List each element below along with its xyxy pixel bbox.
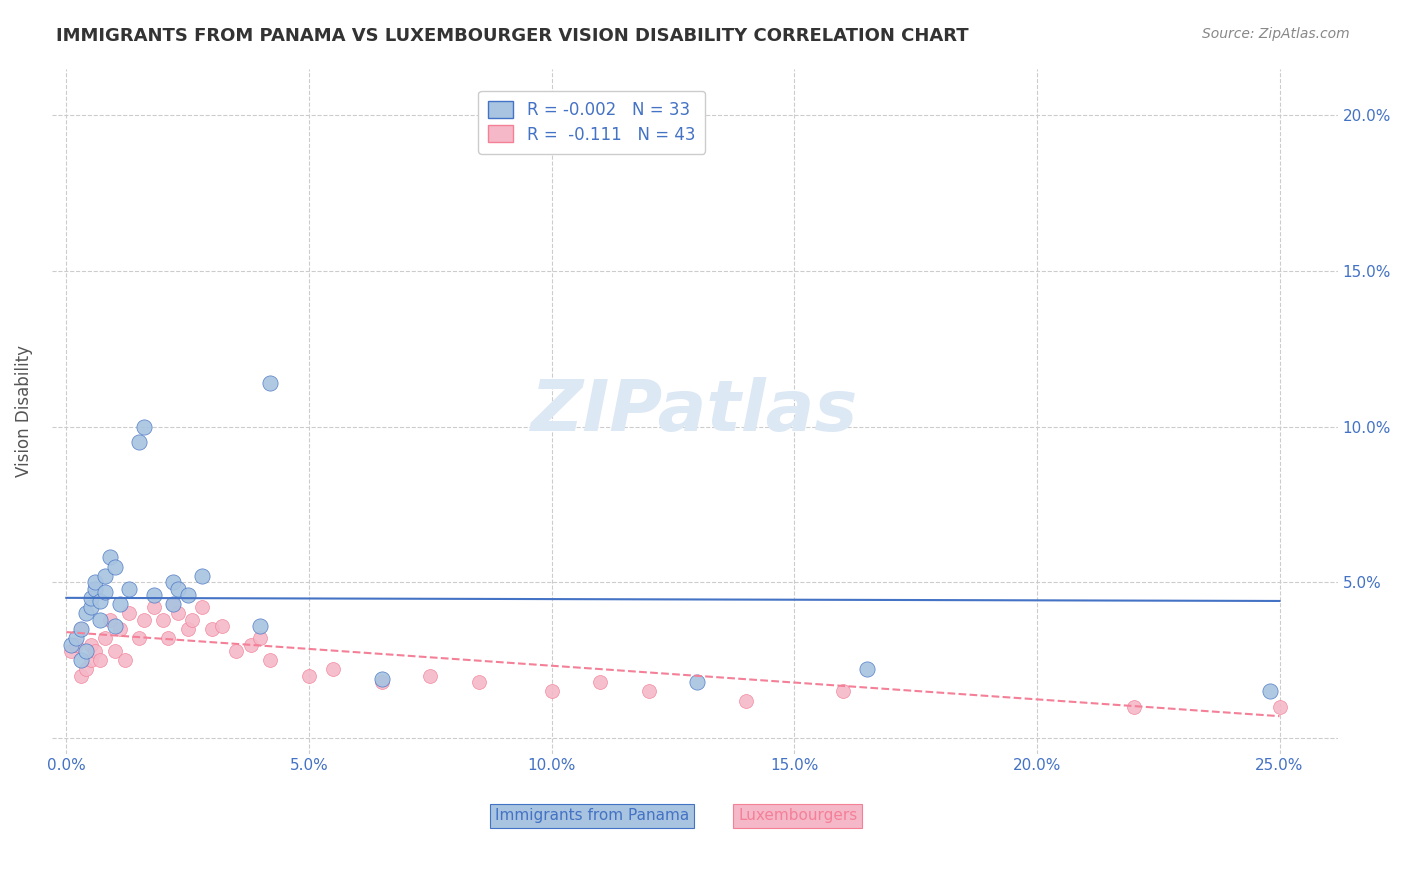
Point — [98, 613, 121, 627]
Point — [211, 619, 233, 633]
Point — [1123, 699, 1146, 714]
Point — [94, 569, 117, 583]
Text: Immigrants from Panama: Immigrants from Panama — [495, 808, 689, 823]
Point — [249, 632, 271, 646]
Point — [1258, 684, 1281, 698]
Point — [734, 693, 756, 707]
Point — [60, 638, 83, 652]
Point — [831, 684, 853, 698]
Point — [89, 653, 111, 667]
Point — [94, 632, 117, 646]
Point — [118, 582, 141, 596]
Point — [84, 644, 107, 658]
Point — [98, 550, 121, 565]
Point — [65, 638, 87, 652]
Point — [181, 613, 204, 627]
Point — [225, 644, 247, 658]
Point — [239, 638, 262, 652]
Point — [132, 419, 155, 434]
Point — [419, 669, 441, 683]
Point — [162, 597, 184, 611]
Point — [322, 663, 344, 677]
Point — [104, 619, 127, 633]
Y-axis label: Vision Disability: Vision Disability — [15, 345, 32, 477]
Legend: R = -0.002   N = 33, R =  -0.111   N = 43: R = -0.002 N = 33, R = -0.111 N = 43 — [478, 91, 706, 153]
Point — [167, 582, 190, 596]
Point — [128, 435, 150, 450]
Point — [162, 597, 184, 611]
Text: IMMIGRANTS FROM PANAMA VS LUXEMBOURGER VISION DISABILITY CORRELATION CHART: IMMIGRANTS FROM PANAMA VS LUXEMBOURGER V… — [56, 27, 969, 45]
Point — [589, 674, 612, 689]
Point — [686, 674, 709, 689]
Point — [468, 674, 491, 689]
Point — [108, 622, 131, 636]
Point — [1268, 699, 1291, 714]
Point — [75, 663, 97, 677]
Point — [132, 613, 155, 627]
Point — [201, 622, 224, 636]
Point — [89, 594, 111, 608]
Point — [371, 674, 394, 689]
Point — [84, 582, 107, 596]
Point — [118, 607, 141, 621]
Point — [70, 622, 93, 636]
Point — [191, 600, 214, 615]
Point — [157, 632, 180, 646]
Point — [79, 653, 101, 667]
Point — [104, 644, 127, 658]
Point — [191, 569, 214, 583]
Point — [65, 632, 87, 646]
Text: ZIPatlas: ZIPatlas — [531, 376, 859, 445]
Point — [104, 559, 127, 574]
Point — [856, 663, 879, 677]
Text: Luxembourgers: Luxembourgers — [738, 808, 858, 823]
Point — [167, 607, 190, 621]
Point — [84, 575, 107, 590]
Point — [298, 669, 321, 683]
Point — [114, 653, 136, 667]
Point — [540, 684, 562, 698]
Point — [70, 653, 93, 667]
Point — [70, 622, 93, 636]
Point — [128, 632, 150, 646]
Point — [94, 584, 117, 599]
Point — [79, 600, 101, 615]
Point — [79, 591, 101, 605]
Point — [152, 613, 174, 627]
Text: Source: ZipAtlas.com: Source: ZipAtlas.com — [1202, 27, 1350, 41]
Point — [176, 622, 198, 636]
Point — [89, 613, 111, 627]
Point — [142, 588, 165, 602]
Point — [259, 376, 281, 390]
Point — [176, 588, 198, 602]
Point — [60, 644, 83, 658]
Point — [108, 597, 131, 611]
Point — [75, 644, 97, 658]
Point — [249, 619, 271, 633]
Point — [259, 653, 281, 667]
Point — [70, 669, 93, 683]
Point — [371, 672, 394, 686]
Point — [75, 607, 97, 621]
Point — [79, 638, 101, 652]
Point — [637, 684, 659, 698]
Point — [142, 600, 165, 615]
Point — [162, 575, 184, 590]
